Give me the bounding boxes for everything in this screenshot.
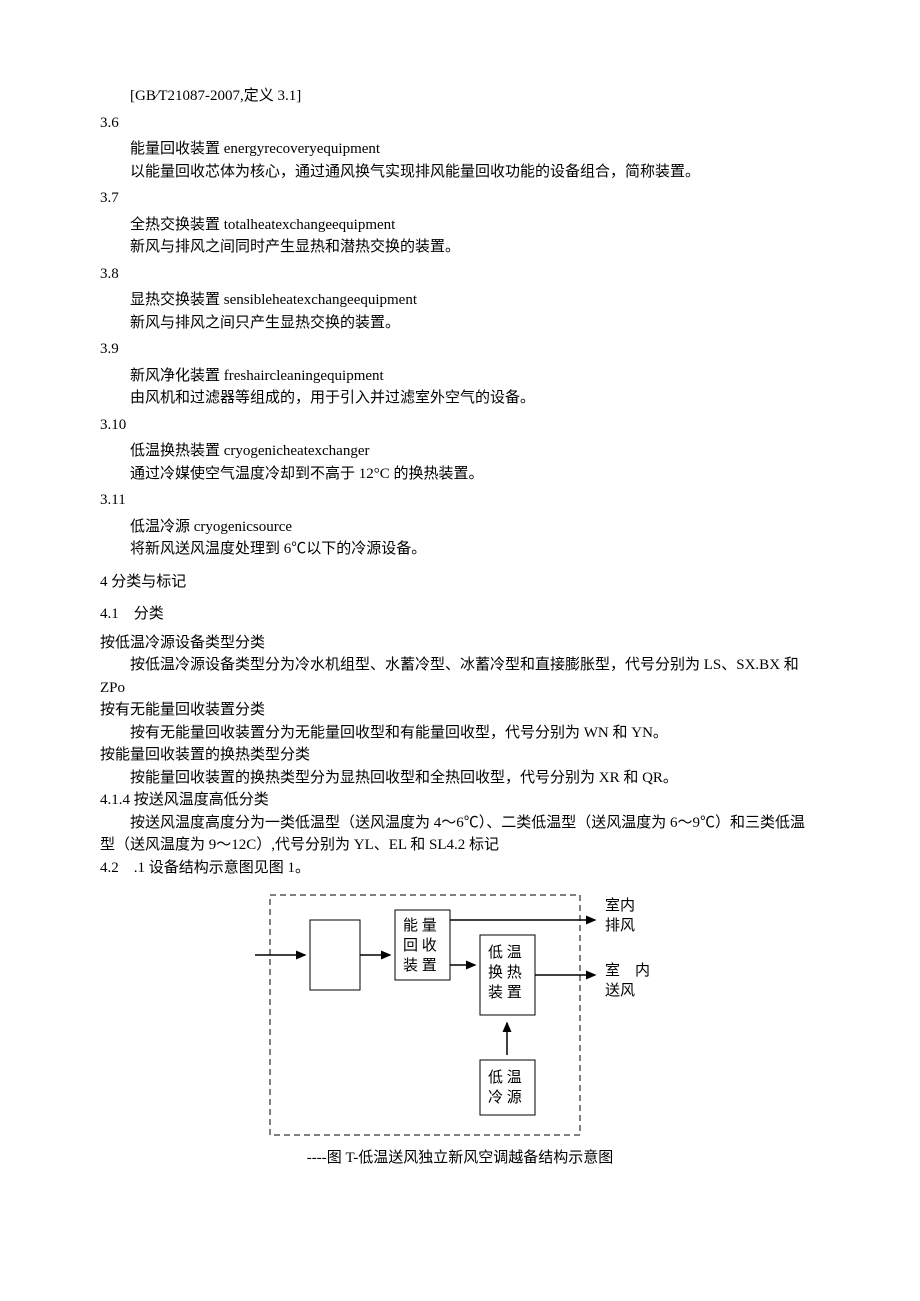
svg-text:低 温: 低 温: [488, 1069, 522, 1086]
s414-body2: 型（送风温度为 9～12C）,代号分别为 YL、EL 和 SL4.2 标记: [100, 834, 820, 857]
structure-diagram: 能 量回 收装 置低 温换 热装 置低 温冷 源室内排风室 内送风: [240, 885, 680, 1145]
svg-text:送风: 送风: [605, 982, 635, 999]
section-4-1: 4.1 分类: [100, 603, 820, 626]
svg-text:排风: 排风: [605, 917, 635, 934]
num-3-8: 3.8: [100, 263, 820, 286]
svg-text:换 热: 换 热: [488, 964, 522, 981]
class-2-head: 按有无能量回收装置分类: [100, 699, 820, 722]
def-3-6: 以能量回收芯体为核心，通过通风换气实现排风能量回收功能的设备组合，简称装置。: [100, 161, 820, 184]
section-4-2-1: 4.2 .1 设备结构示意图见图 1。: [100, 857, 820, 880]
num-3-10: 3.10: [100, 414, 820, 437]
svg-text:冷 源: 冷 源: [488, 1089, 522, 1106]
def-3-8: 新风与排风之间只产生显热交换的装置。: [100, 312, 820, 335]
figure-caption: ----图 T-低温送风独立新风空调越备结构示意图: [100, 1147, 820, 1170]
class-3-head: 按能量回收装置的换热类型分类: [100, 744, 820, 767]
ref-3-5: [GB∕T21087-2007,定义 3.1]: [100, 85, 820, 108]
def-3-9: 由风机和过滤器等组成的，用于引入并过滤室外空气的设备。: [100, 387, 820, 410]
title-3-11: 低温冷源 cryogenicsource: [100, 516, 820, 539]
class-1-body2: ZPo: [100, 677, 820, 700]
s414-body1: 按送风温度高度分为一类低温型（送风温度为 4～6℃）、二类低温型（送风温度为 6…: [100, 812, 820, 835]
section-4: 4 分类与标记: [100, 571, 820, 594]
svg-text:回 收: 回 收: [403, 937, 437, 954]
svg-text:室内: 室内: [605, 897, 635, 914]
class-1-body: 按低温冷源设备类型分为冷水机组型、水蓄冷型、冰蓄冷型和直接膨胀型，代号分别为 L…: [100, 654, 820, 677]
title-3-7: 全热交换装置 totalheatexchangeequipment: [100, 214, 820, 237]
svg-text:装 置: 装 置: [488, 984, 522, 1001]
def-3-11: 将新风送风温度处理到 6℃以下的冷源设备。: [100, 538, 820, 561]
svg-text:装 置: 装 置: [403, 957, 437, 974]
num-3-7: 3.7: [100, 187, 820, 210]
svg-text:能 量: 能 量: [403, 917, 437, 934]
title-3-10: 低温换热装置 cryogenicheatexchanger: [100, 440, 820, 463]
svg-text:低 温: 低 温: [488, 944, 522, 961]
num-3-11: 3.11: [100, 489, 820, 512]
def-3-10: 通过冷媒使空气温度冷却到不高于 12°C 的换热装置。: [100, 463, 820, 486]
class-3-body: 按能量回收装置的换热类型分为显热回收型和全热回收型，代号分别为 XR 和 QR。: [100, 767, 820, 790]
class-1-head: 按低温冷源设备类型分类: [100, 632, 820, 655]
title-3-8: 显热交换装置 sensibleheatexchangeequipment: [100, 289, 820, 312]
title-3-9: 新风净化装置 freshaircleaningequipment: [100, 365, 820, 388]
def-3-7: 新风与排风之间同时产生显热和潜热交换的装置。: [100, 236, 820, 259]
section-4-1-4: 4.1.4 按送风温度高低分类: [100, 789, 820, 812]
title-3-6: 能量回收装置 energyrecoveryequipment: [100, 138, 820, 161]
num-3-6: 3.6: [100, 112, 820, 135]
class-2-body: 按有无能量回收装置分为无能量回收型和有能量回收型，代号分别为 WN 和 YN。: [100, 722, 820, 745]
num-3-9: 3.9: [100, 338, 820, 361]
svg-text:室 内: 室 内: [605, 962, 650, 979]
